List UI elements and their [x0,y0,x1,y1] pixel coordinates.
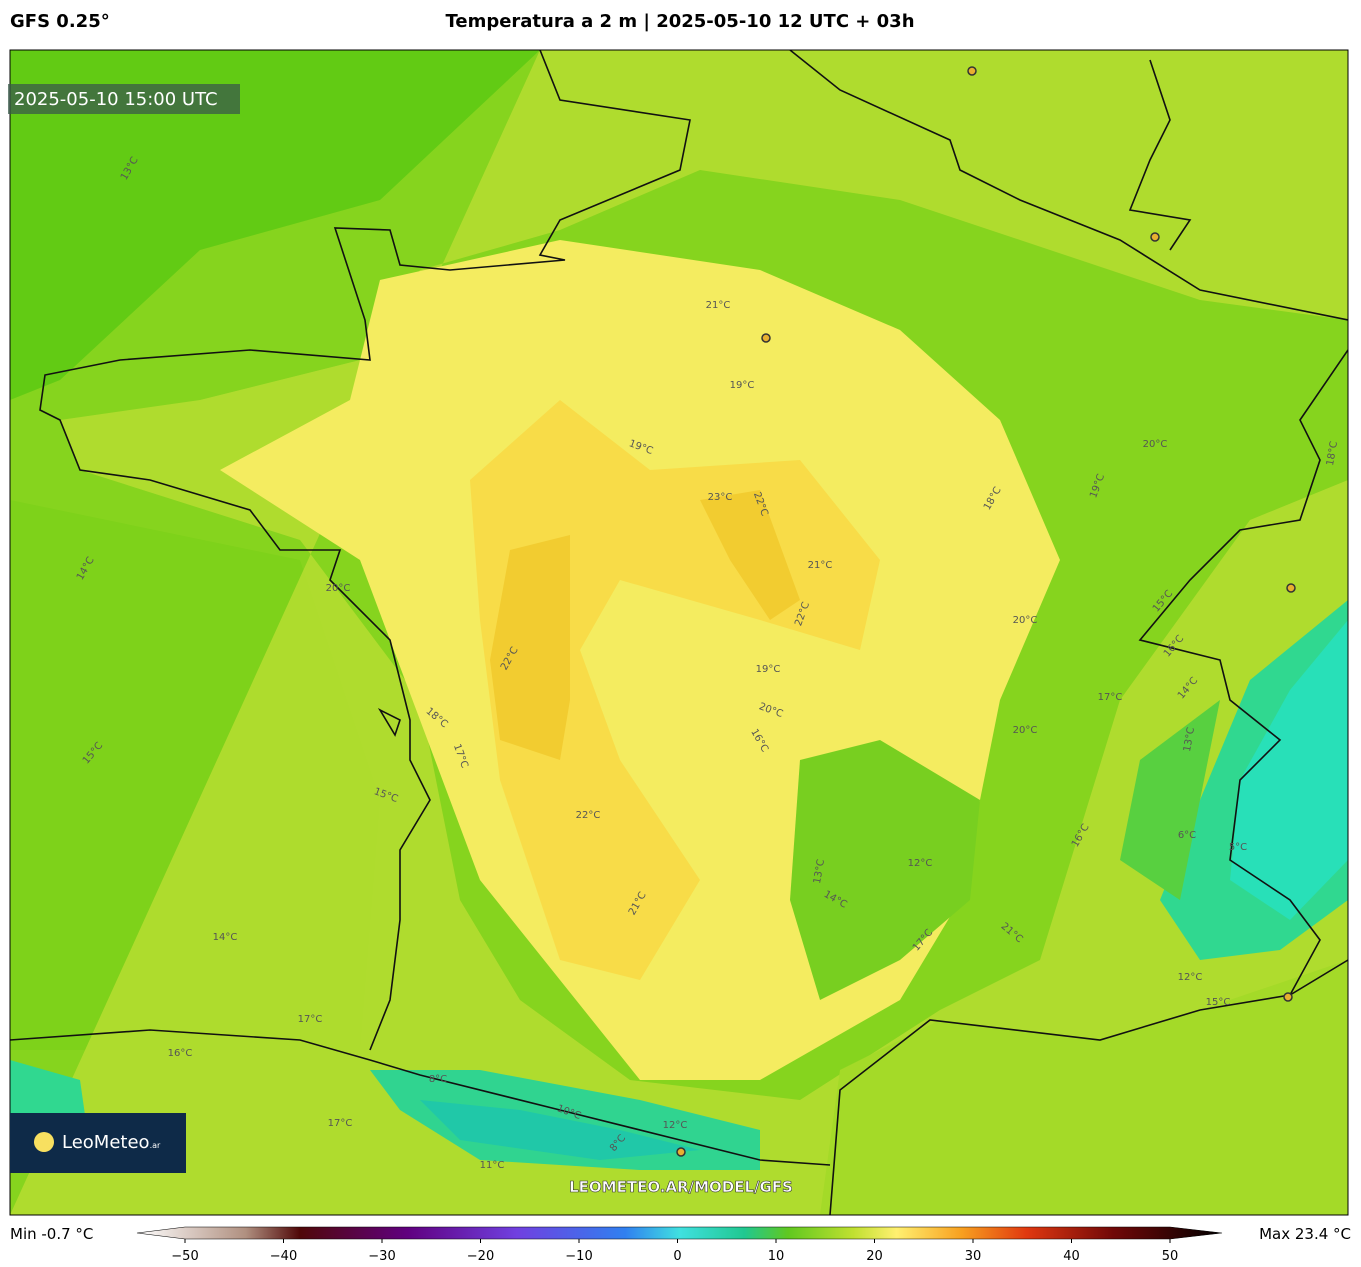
contour-label: 17°C [298,1014,323,1025]
tick-label: 50 [1162,1249,1179,1263]
contour-label: 8°C [429,1074,447,1085]
contour-label: 12°C [1178,972,1203,983]
max-label: Max 23.4 °C [1259,1225,1351,1243]
tick-label: −20 [467,1249,494,1263]
tick-label: 20 [866,1249,883,1263]
contour-label: 17°C [1098,692,1123,703]
contour-label: 6°C [1178,830,1196,841]
tick-label: −50 [171,1249,198,1263]
contour-label: 20°C [1013,615,1038,626]
contour-label: 21°C [706,300,731,311]
tick-label: −30 [368,1249,395,1263]
min-label: Min -0.7 °C [10,1225,93,1243]
tick-label: −40 [270,1249,297,1263]
title: Temperatura a 2 m | 2025-05-10 12 UTC + … [445,11,914,32]
contour-label: 13°C [812,858,827,884]
contour-label: 13°C [1182,726,1197,752]
contour-label: 18°C [1325,440,1340,466]
contour-label: 20°C [326,583,351,594]
valid-time: 2025-05-10 15:00 UTC [14,89,218,110]
model: GFS 0.25° [10,11,110,32]
contour-label: 21°C [808,560,833,571]
contour-label: 14°C [213,932,238,943]
tick-label: 30 [965,1249,982,1263]
contour-label: 12°C [663,1120,688,1131]
contour-label: 15°C [1206,997,1231,1008]
colorbar [136,1226,1223,1240]
tick-label: 40 [1063,1249,1080,1263]
contour-label: 5°C [1229,842,1247,853]
logo: LeoMeteo.ar [62,1132,161,1153]
tick-label: 0 [673,1249,681,1263]
contour-label: 17°C [328,1118,353,1129]
contour-label: 19°C [756,664,781,675]
contour-label: 20°C [1143,439,1168,450]
contour-label: 12°C [908,858,933,869]
contour-label: 20°C [1013,725,1038,736]
watermark: LEOMETEO.AR/MODEL/GFS [569,1178,793,1196]
contour-label: 19°C [730,380,755,391]
contour-label: 11°C [480,1160,505,1171]
contour-label: 23°C [708,492,733,503]
tick-label: −10 [565,1249,592,1263]
tick-label: 10 [768,1249,785,1263]
contour-label: 16°C [168,1048,193,1059]
map: 21°C19°C19°C23°C 22°C21°C22°C22°C22°C21°C… [10,50,1348,1215]
contour-label: 22°C [576,810,601,821]
